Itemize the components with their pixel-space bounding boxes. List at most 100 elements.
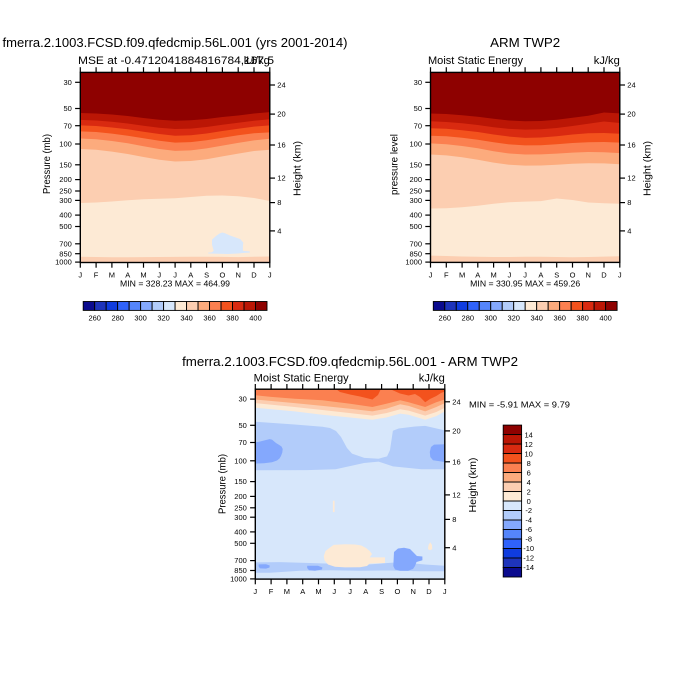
svg-text:50: 50 bbox=[63, 104, 71, 113]
svg-text:J: J bbox=[332, 587, 336, 596]
svg-text:M: M bbox=[284, 587, 290, 596]
svg-text:100: 100 bbox=[59, 140, 72, 149]
svg-text:N: N bbox=[235, 271, 240, 280]
svg-text:250: 250 bbox=[234, 503, 247, 512]
svg-text:20: 20 bbox=[452, 427, 460, 436]
svg-text:F: F bbox=[269, 587, 274, 596]
svg-text:30: 30 bbox=[414, 78, 422, 87]
svg-text:S: S bbox=[379, 587, 384, 596]
svg-text:N: N bbox=[585, 270, 590, 279]
svg-text:200: 200 bbox=[234, 492, 247, 501]
svg-text:D: D bbox=[601, 270, 607, 279]
svg-text:16: 16 bbox=[452, 457, 460, 466]
svg-text:A: A bbox=[125, 271, 130, 280]
svg-text:Pressure (mb): Pressure (mb) bbox=[42, 134, 53, 194]
svg-text:J: J bbox=[508, 270, 512, 279]
svg-text:MSE at -0.4712041884816784,167: MSE at -0.4712041884816784,167.5 bbox=[78, 55, 274, 67]
svg-text:10: 10 bbox=[525, 449, 533, 458]
svg-text:kJ/kg: kJ/kg bbox=[244, 55, 270, 67]
svg-text:8: 8 bbox=[277, 198, 281, 207]
svg-text:Height (km): Height (km) bbox=[643, 141, 654, 196]
svg-text:A: A bbox=[188, 271, 193, 280]
svg-text:380: 380 bbox=[576, 314, 589, 323]
svg-text:400: 400 bbox=[599, 314, 612, 323]
svg-text:2: 2 bbox=[527, 487, 531, 496]
svg-text:280: 280 bbox=[462, 314, 475, 323]
svg-text:J: J bbox=[173, 271, 177, 280]
svg-text:20: 20 bbox=[627, 110, 635, 119]
svg-text:8: 8 bbox=[527, 459, 531, 468]
svg-text:300: 300 bbox=[484, 314, 497, 323]
svg-text:fmerra.2.1003.FCSD.f09.qfedcmi: fmerra.2.1003.FCSD.f09.qfedcmip.56L.001 … bbox=[3, 35, 348, 50]
svg-text:1000: 1000 bbox=[230, 575, 247, 584]
svg-text:J: J bbox=[268, 271, 272, 280]
svg-text:M: M bbox=[459, 270, 465, 279]
svg-text:S: S bbox=[204, 271, 209, 280]
svg-text:Height (km): Height (km) bbox=[468, 458, 479, 513]
svg-text:380: 380 bbox=[226, 314, 239, 323]
svg-text:50: 50 bbox=[414, 104, 422, 113]
svg-text:S: S bbox=[554, 270, 559, 279]
svg-text:300: 300 bbox=[134, 314, 147, 323]
svg-text:ARM TWP2: ARM TWP2 bbox=[490, 35, 560, 50]
svg-text:kJ/kg: kJ/kg bbox=[419, 373, 445, 385]
svg-text:12: 12 bbox=[525, 440, 533, 449]
svg-text:J: J bbox=[253, 587, 257, 596]
svg-text:O: O bbox=[394, 587, 400, 596]
svg-text:260: 260 bbox=[439, 314, 452, 323]
svg-text:300: 300 bbox=[409, 196, 422, 205]
svg-text:8: 8 bbox=[627, 198, 631, 207]
svg-text:4: 4 bbox=[277, 227, 281, 236]
svg-text:320: 320 bbox=[507, 314, 520, 323]
svg-text:M: M bbox=[109, 271, 115, 280]
svg-text:150: 150 bbox=[59, 160, 72, 169]
svg-text:O: O bbox=[219, 271, 225, 280]
svg-text:J: J bbox=[157, 271, 161, 280]
svg-text:14: 14 bbox=[525, 430, 533, 439]
svg-text:J: J bbox=[348, 587, 352, 596]
svg-text:A: A bbox=[300, 587, 305, 596]
svg-text:Height (km): Height (km) bbox=[293, 141, 304, 196]
svg-text:pressure level: pressure level bbox=[390, 134, 401, 195]
svg-text:J: J bbox=[78, 271, 82, 280]
svg-text:150: 150 bbox=[409, 160, 422, 169]
svg-text:360: 360 bbox=[553, 314, 566, 323]
svg-text:850: 850 bbox=[234, 566, 247, 575]
svg-text:-8: -8 bbox=[525, 535, 532, 544]
svg-text:24: 24 bbox=[277, 81, 285, 90]
svg-text:260: 260 bbox=[88, 314, 101, 323]
svg-text:70: 70 bbox=[414, 121, 422, 130]
svg-text:M: M bbox=[315, 587, 321, 596]
svg-text:M: M bbox=[490, 270, 496, 279]
svg-text:F: F bbox=[94, 271, 99, 280]
svg-text:150: 150 bbox=[234, 477, 247, 486]
svg-text:fmerra.2.1003.FCSD.f09.qfedcmi: fmerra.2.1003.FCSD.f09.qfedcmip.56L.001 … bbox=[182, 354, 518, 369]
svg-text:16: 16 bbox=[627, 141, 635, 150]
svg-text:30: 30 bbox=[238, 395, 246, 404]
svg-text:O: O bbox=[570, 270, 576, 279]
svg-text:J: J bbox=[618, 270, 622, 279]
svg-text:400: 400 bbox=[59, 211, 72, 220]
svg-text:1000: 1000 bbox=[405, 258, 422, 267]
svg-text:MIN = -5.91 MAX = 9.79: MIN = -5.91 MAX = 9.79 bbox=[469, 400, 570, 410]
svg-text:M: M bbox=[140, 271, 146, 280]
svg-text:700: 700 bbox=[409, 239, 422, 248]
svg-text:400: 400 bbox=[234, 528, 247, 537]
svg-text:400: 400 bbox=[249, 314, 262, 323]
svg-text:70: 70 bbox=[238, 438, 246, 447]
svg-text:MIN = 330.95 MAX = 459.26: MIN = 330.95 MAX = 459.26 bbox=[470, 279, 580, 289]
svg-text:400: 400 bbox=[409, 211, 422, 220]
svg-text:A: A bbox=[363, 587, 368, 596]
svg-text:1000: 1000 bbox=[55, 258, 72, 267]
svg-text:-14: -14 bbox=[523, 563, 534, 572]
svg-text:250: 250 bbox=[59, 187, 72, 196]
svg-text:8: 8 bbox=[452, 515, 456, 524]
svg-text:6: 6 bbox=[527, 468, 531, 477]
svg-text:20: 20 bbox=[277, 110, 285, 119]
svg-text:Moist Static Energy: Moist Static Energy bbox=[428, 55, 523, 67]
svg-text:kJ/kg: kJ/kg bbox=[594, 55, 620, 67]
svg-text:24: 24 bbox=[627, 81, 635, 90]
svg-text:-6: -6 bbox=[525, 525, 532, 534]
svg-text:J: J bbox=[443, 587, 447, 596]
svg-text:Pressure (mb): Pressure (mb) bbox=[218, 454, 229, 514]
